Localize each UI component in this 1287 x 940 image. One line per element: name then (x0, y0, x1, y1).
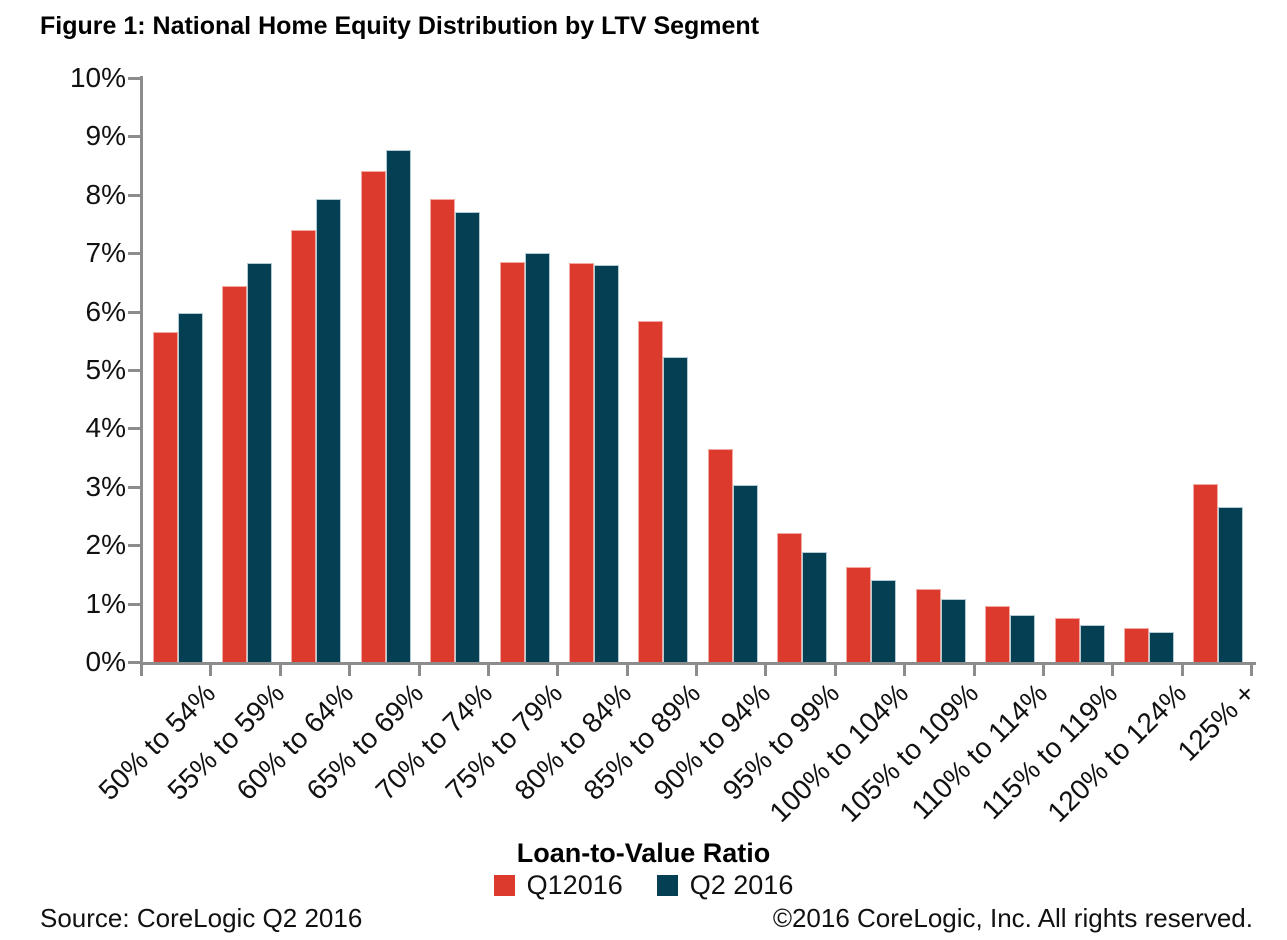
bar-q12016-70-to-74 (430, 198, 456, 662)
bar-q12016-105-to-109 (915, 589, 941, 662)
x-axis-tick (348, 665, 352, 676)
y-axis-tick (128, 193, 140, 197)
x-axis-tick (833, 665, 837, 676)
y-axis-tick (128, 135, 140, 139)
x-axis-tick (209, 665, 213, 676)
legend-item-q12016: Q12016 (493, 870, 623, 900)
source-note: Source: CoreLogic Q2 2016 (40, 903, 363, 933)
bar-q2-2016-80-to-84 (593, 265, 619, 662)
bar-q12016-125 (1193, 483, 1219, 662)
bar-q12016-75-to-79 (499, 261, 525, 662)
x-axis-tick (764, 665, 768, 676)
bar-q2-2016-50-to-54 (177, 313, 203, 662)
bar-q12016-55-to-59 (222, 285, 248, 662)
bar-q12016-115-to-119 (1054, 618, 1080, 662)
x-axis-tick (1250, 665, 1253, 676)
legend-swatch-icon (493, 875, 515, 896)
y-axis-tick (128, 77, 140, 80)
bar-q12016-85-to-89 (638, 320, 664, 662)
bar-q2-2016-95-to-99 (802, 551, 828, 662)
y-axis-tick (128, 544, 140, 548)
x-axis-line (140, 662, 1256, 665)
x-axis-tick (278, 665, 282, 676)
y-axis-label: 1% (85, 587, 126, 619)
y-axis-label: 8% (85, 178, 126, 210)
x-axis-tick (1041, 665, 1045, 676)
bar-q12016-65-to-69 (360, 170, 386, 662)
bar-q2-2016-110-to-114 (1010, 615, 1036, 662)
x-axis-tick (972, 665, 976, 676)
bar-q2-2016-125 (1218, 507, 1244, 662)
y-axis-label: 6% (85, 295, 126, 327)
x-axis-tick (1111, 665, 1115, 676)
y-axis-label: 3% (85, 470, 126, 502)
y-axis-tick (128, 602, 140, 606)
y-axis-tick (128, 252, 140, 256)
y-axis-label: 10% (69, 62, 126, 93)
y-axis-line (140, 76, 143, 665)
bar-q2-2016-105-to-109 (940, 598, 966, 662)
bar-q2-2016-60-to-64 (316, 198, 342, 662)
bar-q12016-100-to-104 (846, 567, 872, 662)
x-axis-tick (556, 665, 560, 676)
bar-q2-2016-85-to-89 (663, 357, 689, 662)
x-axis-tick (140, 665, 143, 676)
y-axis-label: 4% (85, 412, 126, 444)
copyright-note: ©2016 CoreLogic, Inc. All rights reserve… (772, 903, 1253, 933)
plot-area (143, 78, 1253, 662)
footer: Source: CoreLogic Q2 2016 ©2016 CoreLogi… (40, 903, 1253, 934)
x-axis-title: Loan-to-Value Ratio (516, 838, 771, 868)
legend: Q12016 Q2 2016 (0, 872, 1287, 899)
legend-item-q2-2016: Q2 2016 (656, 870, 794, 900)
bar-q2-2016-70-to-74 (455, 211, 481, 662)
legend-label: Q12016 (526, 870, 623, 900)
y-axis-label: 5% (85, 354, 126, 385)
bar-q12016-50-to-54 (152, 332, 178, 662)
bar-q12016-90-to-94 (707, 448, 733, 662)
y-axis-label: 2% (85, 529, 126, 561)
legend-label: Q2 2016 (689, 870, 794, 900)
chart-title: Figure 1: National Home Equity Distribut… (40, 12, 760, 40)
bar-q12016-110-to-114 (985, 605, 1011, 662)
x-axis-tick (486, 665, 490, 676)
bar-q2-2016-120-to-124 (1148, 632, 1174, 662)
bar-q12016-95-to-99 (777, 532, 803, 662)
y-axis-label: 0% (85, 646, 126, 677)
y-axis-tick (128, 427, 140, 431)
y-axis-label: 7% (85, 237, 126, 269)
x-axis-tick (625, 665, 629, 676)
y-axis-tick (128, 310, 140, 314)
y-axis-tick (128, 369, 140, 372)
x-axis-tick (1180, 665, 1184, 676)
bar-q12016-120-to-124 (1123, 628, 1149, 662)
legend-swatch-icon (656, 875, 678, 896)
bar-q2-2016-90-to-94 (732, 485, 758, 662)
y-axis-tick (128, 485, 140, 489)
bar-q12016-60-to-64 (291, 229, 317, 662)
x-axis-tick (903, 665, 907, 676)
y-axis-label: 9% (85, 120, 126, 152)
x-axis-tick (417, 665, 421, 676)
bar-q2-2016-75-to-79 (524, 253, 550, 662)
x-axis-tick (695, 665, 698, 676)
bar-q2-2016-55-to-59 (247, 263, 273, 662)
bar-q12016-80-to-84 (568, 263, 594, 662)
y-axis-tick (128, 661, 140, 664)
bar-q2-2016-65-to-69 (385, 149, 411, 662)
bar-q2-2016-115-to-119 (1079, 625, 1105, 662)
bar-q2-2016-100-to-104 (871, 580, 897, 662)
